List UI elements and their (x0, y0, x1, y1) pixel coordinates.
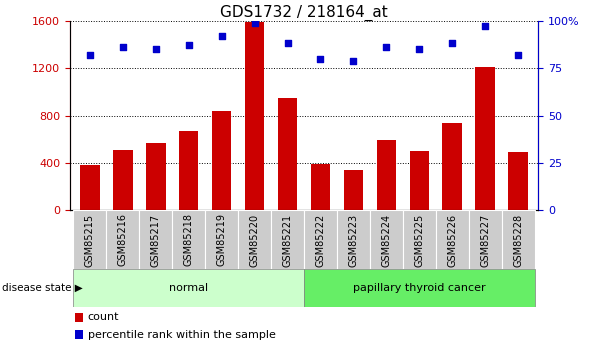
Text: count: count (88, 313, 119, 323)
Text: normal: normal (169, 283, 208, 293)
Point (415, 47, 424, 52)
Bar (502, 210, 535, 269)
Bar (73, 269, 304, 307)
Bar (80, 165, 100, 210)
Bar (337, 210, 370, 269)
Bar (271, 210, 304, 269)
Text: percentile rank within the sample: percentile rank within the sample (88, 329, 275, 339)
Point (216, 33, 226, 39)
Bar (311, 164, 330, 210)
Point (513, 52, 523, 58)
Point (382, 45, 392, 50)
Text: GSM85222: GSM85222 (316, 213, 325, 267)
Text: GSM85218: GSM85218 (184, 213, 193, 266)
Bar (278, 98, 297, 210)
Bar (179, 131, 198, 210)
Text: GSM85227: GSM85227 (480, 213, 490, 267)
Bar (73, 210, 106, 269)
Text: GSM85228: GSM85228 (513, 213, 523, 266)
Bar (304, 210, 337, 269)
Text: papillary thyroid cancer: papillary thyroid cancer (353, 283, 486, 293)
Text: GSM85221: GSM85221 (283, 213, 292, 266)
Text: GSM85219: GSM85219 (216, 213, 227, 266)
Bar (75, 330, 83, 339)
Point (151, 47, 161, 52)
Text: GSM85224: GSM85224 (381, 213, 392, 266)
Bar (475, 67, 496, 210)
Bar (75, 313, 83, 322)
Bar (410, 151, 429, 210)
Text: GSM85225: GSM85225 (415, 213, 424, 267)
Point (118, 45, 128, 50)
Bar (304, 269, 535, 307)
Point (85, 52, 95, 58)
Title: GDS1732 / 218164_at: GDS1732 / 218164_at (220, 4, 388, 21)
Text: GSM85216: GSM85216 (118, 213, 128, 266)
Bar (146, 143, 165, 210)
Text: disease state ▶: disease state ▶ (2, 283, 83, 293)
Point (250, 20, 260, 25)
Point (447, 41, 457, 46)
Bar (172, 210, 205, 269)
Point (184, 42, 193, 48)
Bar (376, 140, 396, 210)
Point (283, 41, 292, 46)
Bar (212, 111, 232, 210)
Bar (469, 210, 502, 269)
Bar (443, 123, 462, 210)
Bar (436, 210, 469, 269)
Text: GSM85226: GSM85226 (447, 213, 457, 266)
Text: GSM85220: GSM85220 (249, 213, 260, 266)
Bar (344, 169, 364, 210)
Bar (205, 210, 238, 269)
Point (316, 56, 325, 61)
Bar (508, 152, 528, 210)
Bar (139, 210, 172, 269)
Bar (106, 210, 139, 269)
Bar (112, 150, 133, 210)
Bar (238, 210, 271, 269)
Point (480, 23, 490, 29)
Text: GSM85215: GSM85215 (85, 213, 95, 266)
Bar (370, 210, 403, 269)
Bar (403, 210, 436, 269)
Bar (244, 22, 264, 210)
Point (348, 58, 358, 63)
Text: GSM85217: GSM85217 (151, 213, 161, 266)
Text: GSM85223: GSM85223 (348, 213, 359, 266)
